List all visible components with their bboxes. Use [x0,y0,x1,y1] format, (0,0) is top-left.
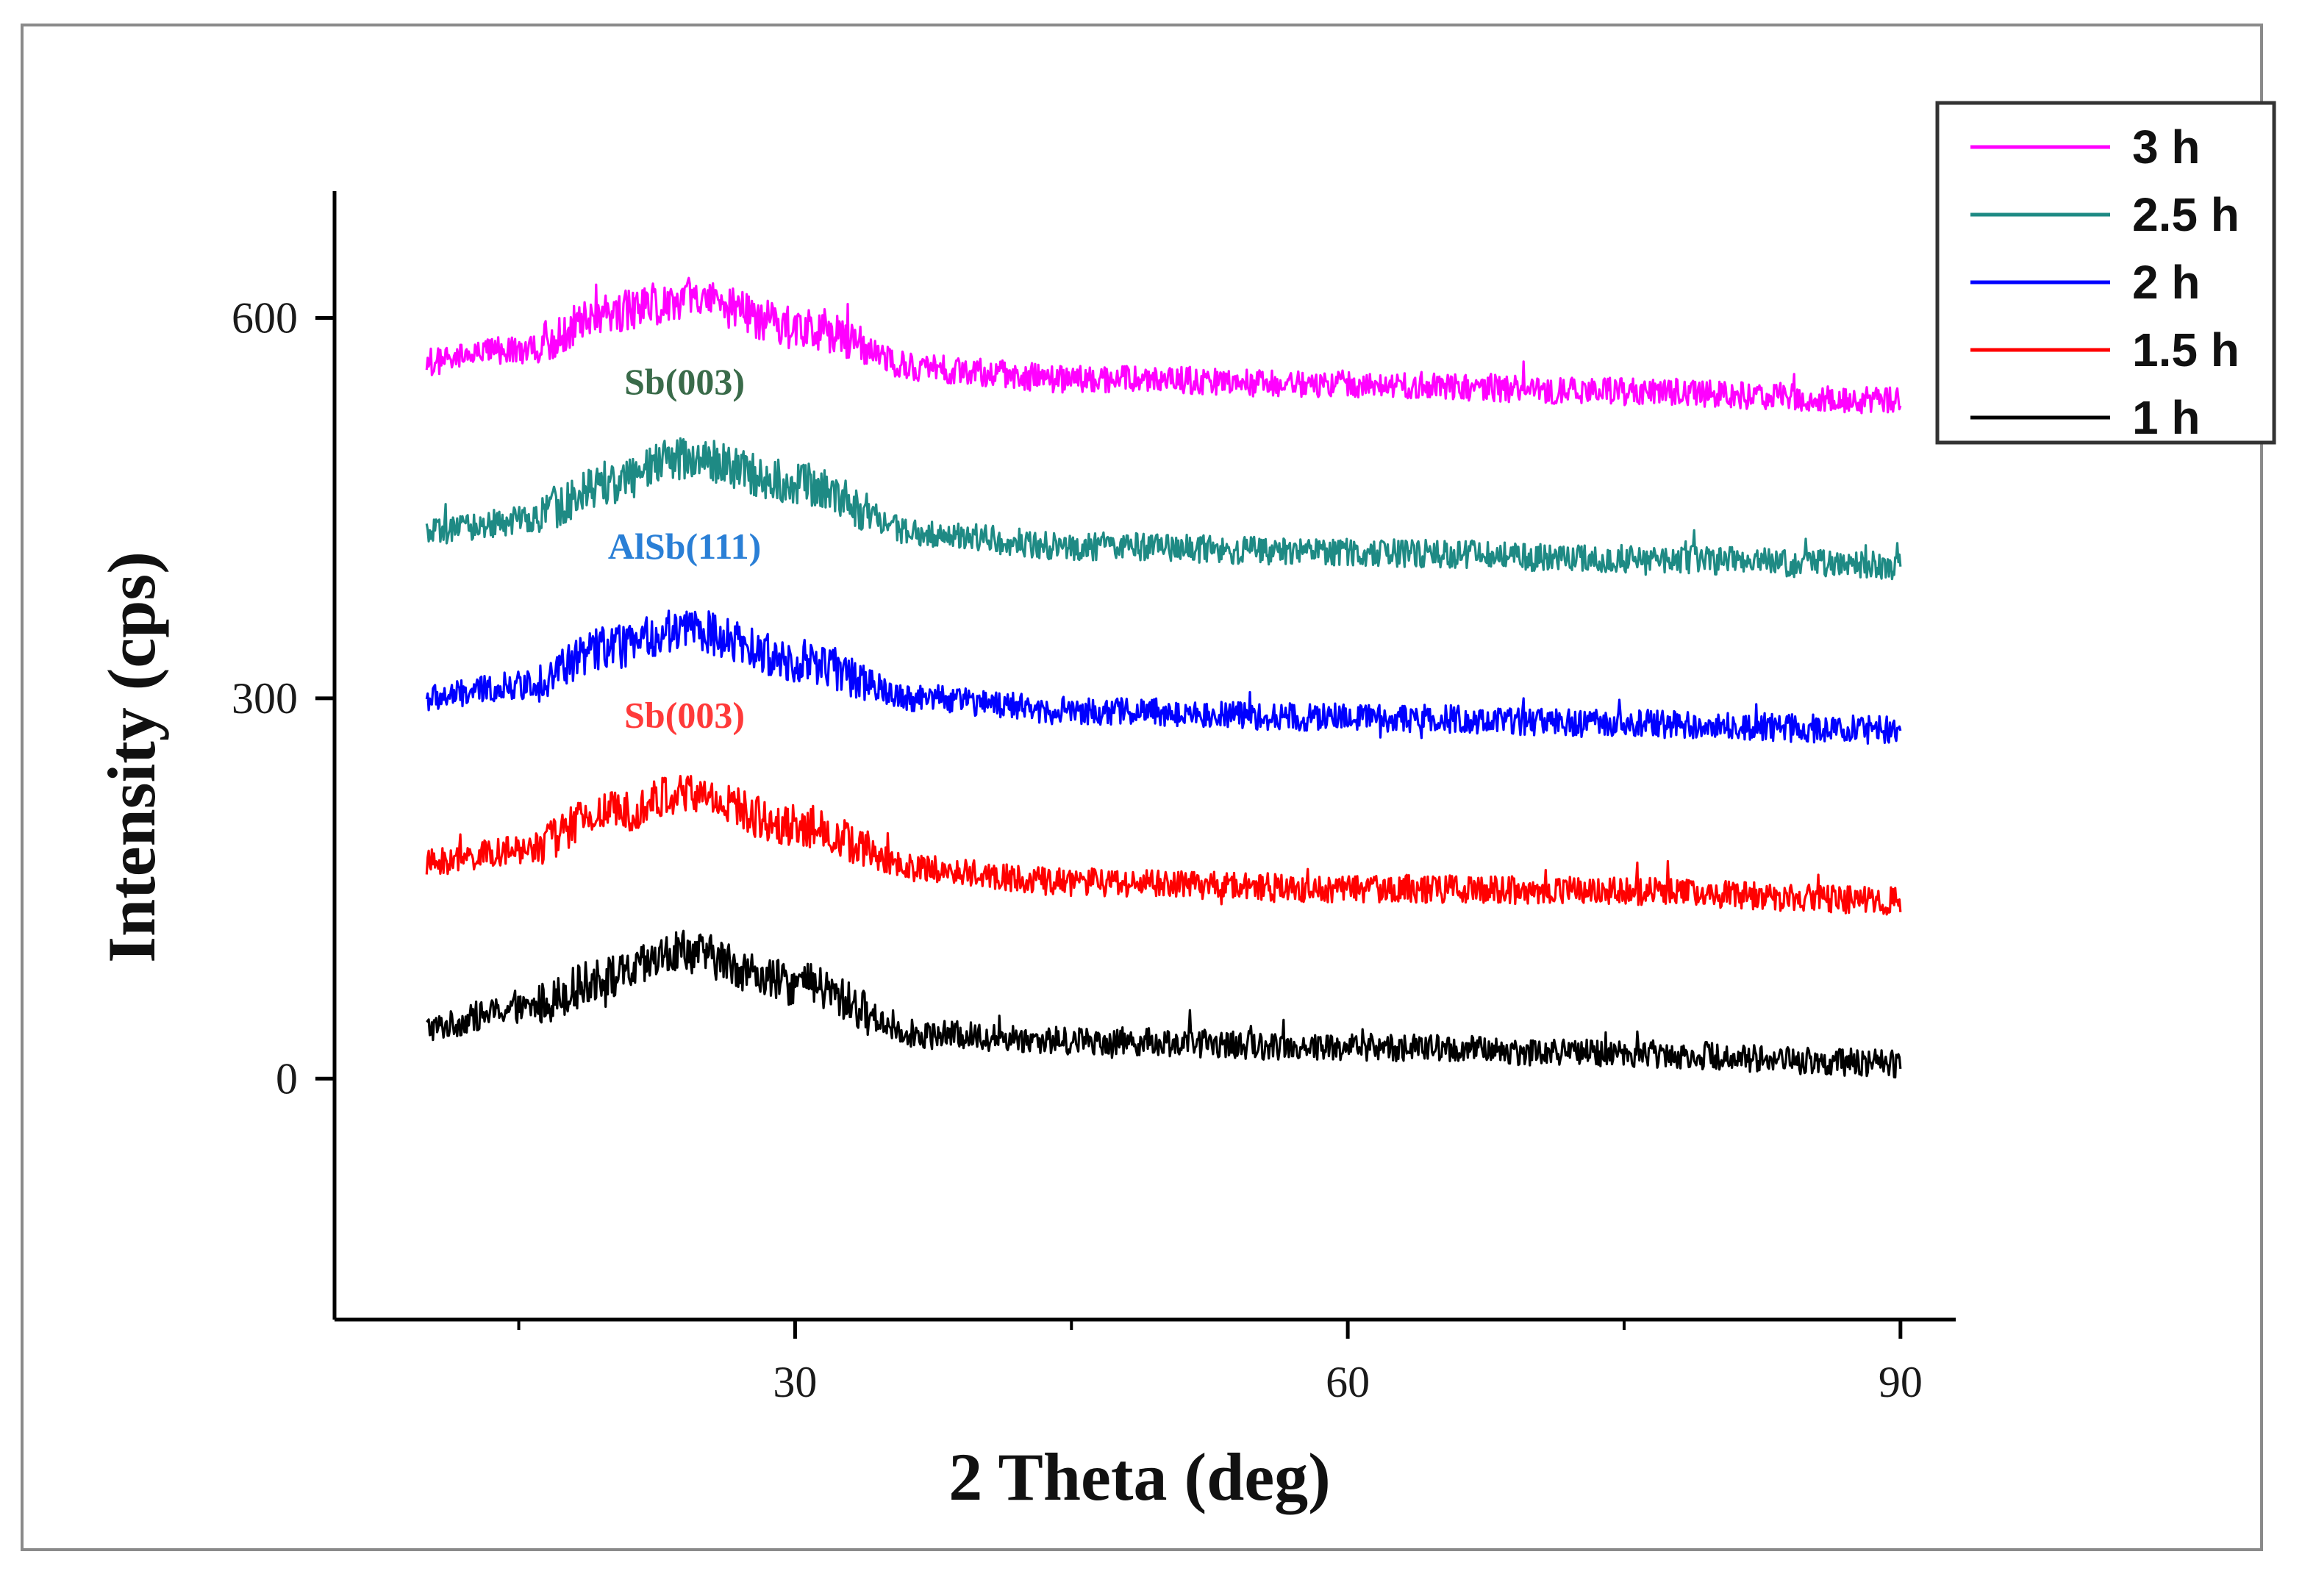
series-line-1-h [426,929,1902,1078]
legend-items: 3 h 2.5 h 2 h 1.5 h 1 h [1970,121,2240,444]
peak-annotation-0: Sb(003) [624,361,745,402]
axes-layer [332,191,1956,1322]
peak-annotation-1: AlSb(111) [608,526,761,567]
series-line-1-5-h [425,775,1902,916]
legend-box [1935,101,2276,445]
peak-annotation-2: Sb(003) [624,695,745,736]
x-axis-title: 2 Theta (deg) [948,1439,1331,1514]
figure-frame [21,24,2263,1551]
annotations: Sb(003) AlSb(111) Sb(003) [608,361,761,736]
series-line-3-h [425,276,1902,415]
y-tick-label-600: 600 [232,293,298,342]
series-layer [425,276,1902,1078]
x-tick-label-30: 30 [773,1358,817,1406]
legend: 3 h 2.5 h 2 h 1.5 h 1 h [1935,101,2276,445]
ticks-layer: 0 300 600 30 60 90 [232,293,1923,1406]
legend-label-1: 2.5 h [2132,188,2240,241]
series-line-2-5-h [425,437,1902,581]
x-tick-label-90: 90 [1879,1358,1923,1406]
y-tick-label-300: 300 [232,674,298,723]
legend-label-4: 1 h [2132,391,2200,444]
series-line-2-h [425,609,1902,745]
y-tick-label-0: 0 [276,1054,298,1103]
x-tick-label-60: 60 [1326,1358,1370,1406]
legend-label-0: 3 h [2132,121,2200,173]
legend-label-3: 1.5 h [2132,323,2240,376]
legend-label-2: 2 h [2132,256,2200,309]
y-axis-title: Intensity (cps) [94,551,169,963]
